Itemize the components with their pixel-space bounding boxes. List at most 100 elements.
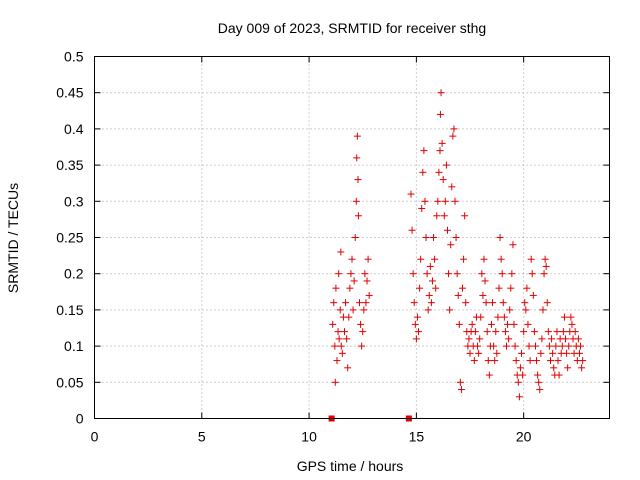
data-point (353, 132, 361, 140)
data-point (439, 176, 447, 184)
data-point (413, 313, 421, 321)
data-point (462, 299, 470, 307)
data-point (511, 342, 519, 350)
data-point (411, 320, 419, 328)
y-tick-label: 0.35 (56, 157, 83, 173)
data-point (440, 212, 448, 220)
data-point (574, 335, 582, 343)
data-point (571, 328, 579, 336)
data-point (424, 306, 432, 314)
data-point (427, 299, 435, 307)
data-point (412, 335, 420, 343)
data-point (448, 183, 456, 191)
data-point (476, 335, 484, 343)
data-point (470, 357, 478, 365)
data-point (475, 349, 483, 357)
data-point (407, 190, 415, 198)
data-point (528, 270, 536, 278)
data-point (343, 335, 351, 343)
data-point (527, 255, 535, 263)
data-point (548, 335, 556, 343)
data-point (484, 357, 492, 365)
data-point (546, 357, 554, 365)
data-point (535, 378, 543, 386)
data-point (507, 284, 515, 292)
data-point (525, 342, 533, 350)
y-tick-label: 0.15 (56, 302, 83, 318)
data-point (468, 320, 476, 328)
y-tick-label: 0.5 (64, 49, 84, 65)
data-point (342, 299, 350, 307)
data-point (425, 291, 433, 299)
data-point (362, 299, 370, 307)
data-point (494, 313, 502, 321)
data-point (514, 378, 522, 386)
data-point (358, 342, 366, 350)
data-point (345, 313, 353, 321)
data-point (563, 349, 571, 357)
data-point (481, 277, 489, 285)
data-point (497, 255, 505, 263)
data-point (534, 371, 542, 379)
data-point (575, 349, 583, 357)
data-point (334, 328, 342, 336)
data-point (426, 262, 434, 270)
data-point (523, 284, 531, 292)
data-point (446, 306, 454, 314)
data-point (432, 284, 440, 292)
data-point (353, 154, 361, 162)
data-point (459, 284, 467, 292)
data-point (457, 386, 465, 394)
data-point (430, 234, 438, 241)
x-axis-label: GPS time / hours (297, 458, 404, 474)
data-point (543, 299, 551, 307)
data-point (335, 335, 343, 343)
data-point (562, 335, 570, 343)
data-point (452, 234, 460, 241)
data-point (483, 328, 491, 336)
data-point (354, 176, 362, 184)
data-point (454, 291, 462, 299)
data-point (416, 284, 424, 292)
data-point (555, 371, 563, 379)
data-point (410, 299, 418, 307)
data-point (530, 328, 538, 336)
data-point (554, 357, 562, 365)
data-point (474, 342, 482, 350)
y-tick-label: 0.3 (64, 193, 84, 209)
data-point (337, 248, 345, 256)
data-point (330, 299, 338, 307)
data-point (564, 364, 572, 372)
data-point (485, 371, 493, 379)
data-point (567, 313, 575, 321)
data-point (503, 342, 510, 350)
data-point (471, 328, 479, 336)
data-point (540, 270, 548, 278)
data-point (420, 147, 428, 155)
data-point (465, 335, 473, 343)
data-point (539, 306, 547, 314)
data-point (344, 364, 352, 372)
data-point (423, 270, 431, 278)
grid-lines (94, 56, 610, 419)
data-point (348, 255, 356, 263)
data-point (552, 342, 560, 350)
x-tick-labels: 0 5 10 15 20 (91, 429, 532, 445)
data-point (536, 386, 544, 394)
data-point (490, 342, 498, 350)
x-tick-label: 0 (91, 429, 99, 445)
data-point (529, 291, 537, 299)
y-axis-label: SRMTID / TECUs (5, 183, 21, 293)
data-point (449, 132, 457, 140)
data-point (349, 306, 357, 314)
data-point (565, 342, 573, 350)
data-point (533, 357, 541, 365)
data-point (335, 270, 343, 278)
data-point (461, 212, 469, 220)
data-point (558, 342, 566, 350)
data-point (544, 328, 552, 336)
data-point (559, 328, 567, 336)
y-tick-label: 0.4 (64, 121, 84, 137)
data-point (456, 378, 464, 386)
data-point (541, 255, 549, 263)
